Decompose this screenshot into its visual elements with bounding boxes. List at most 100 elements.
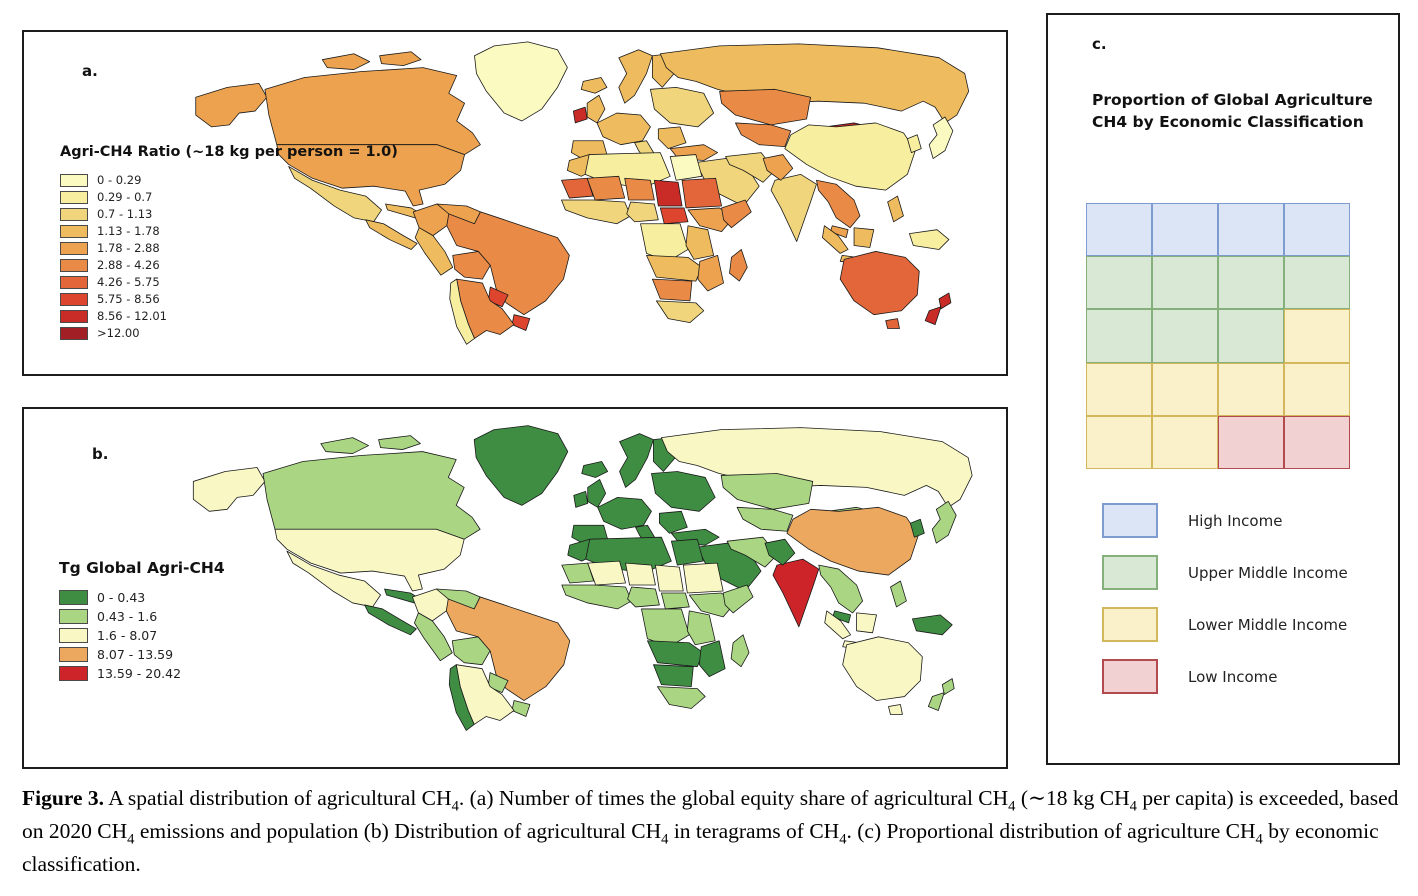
map-region-niger xyxy=(624,177,655,201)
map-region-sudan xyxy=(681,177,722,209)
grid-cell-r2c1-upper xyxy=(1086,256,1152,310)
legend-item: 4.26 - 5.75 xyxy=(60,275,398,289)
map-region-mauritania xyxy=(561,562,595,584)
map-region-pakistan xyxy=(764,538,796,566)
panel-c-economic-classification: c. Proportion of Global Agriculture CH4 … xyxy=(1046,13,1400,765)
map-region-kazakhstan xyxy=(720,473,814,510)
legend-swatch xyxy=(60,258,88,272)
map-region-egypt xyxy=(670,538,704,566)
panel-b-label: b. xyxy=(92,445,109,463)
map-region-drc xyxy=(640,223,689,262)
legend-range-label: 0.43 - 1.6 xyxy=(97,609,158,624)
map-region-new-guinea xyxy=(911,614,953,636)
map-region-east-africa xyxy=(685,225,715,260)
legend-swatch xyxy=(60,190,88,204)
legend-range-label: 5.75 - 8.56 xyxy=(97,292,160,306)
grid-cell-r4c1-lower xyxy=(1086,362,1152,416)
legend-swatch xyxy=(59,666,88,681)
map-region-iran xyxy=(726,536,778,568)
map-region-ireland xyxy=(572,106,588,124)
grid-cell-r4c2-lower xyxy=(1152,362,1218,416)
map-region-japan xyxy=(928,116,954,159)
legend-item: 13.59 - 20.42 xyxy=(59,666,225,681)
map-region-malaysia xyxy=(832,610,852,624)
legend-swatch xyxy=(60,173,88,187)
map-region-new-guinea xyxy=(908,229,950,250)
panel-c-legend: High Income Upper Middle Income Lower Midd… xyxy=(1102,503,1348,694)
map-region-usa xyxy=(274,528,465,592)
legend-range-label: 4.26 - 5.75 xyxy=(97,275,160,289)
econ-legend-label: Lower Middle Income xyxy=(1188,615,1348,634)
map-region-australia xyxy=(842,636,923,715)
map-region-iceland xyxy=(581,461,609,478)
map-region-brazil xyxy=(446,211,570,316)
map-region-chad xyxy=(655,564,684,592)
map-region-namibia-botswana xyxy=(651,278,693,302)
legend-swatch xyxy=(59,590,88,605)
econ-legend-item-lower: Lower Middle Income xyxy=(1102,607,1348,642)
legend-swatch xyxy=(60,224,88,238)
grid-cell-r3c3-upper xyxy=(1218,309,1284,363)
map-region-chile xyxy=(448,664,475,731)
panel-b-legend: Tg Global Agri-CH4 0 - 0.43 0.43 - 1.6 1.6… xyxy=(59,559,225,685)
map-region-west-europe xyxy=(597,496,652,530)
legend-swatch xyxy=(60,275,88,289)
map-region-peru xyxy=(414,612,453,662)
economic-share-waffle-grid xyxy=(1086,203,1350,469)
econ-legend-label: Low Income xyxy=(1188,667,1278,686)
map-region-pakistan xyxy=(762,154,794,181)
map-region-car xyxy=(659,207,689,225)
world-choropleth-map-b xyxy=(192,425,973,731)
legend-range-label: 1.6 - 8.07 xyxy=(97,628,158,643)
map-region-alaska xyxy=(192,467,266,512)
map-region-malaysia xyxy=(829,225,849,238)
map-region-east-africa xyxy=(686,610,716,646)
map-region-korea xyxy=(907,134,922,153)
panel-c-title: Proportion of Global Agriculture CH4 by … xyxy=(1092,89,1373,134)
map-region-mauritania xyxy=(561,177,594,199)
legend-range-label: 0.29 - 0.7 xyxy=(97,190,153,204)
grid-cell-r5c4-low xyxy=(1284,415,1350,469)
map-region-mali xyxy=(586,175,626,201)
grid-cell-r3c4-lower xyxy=(1284,309,1350,363)
map-region-australia xyxy=(839,251,920,329)
econ-legend-swatch xyxy=(1102,555,1158,590)
econ-legend-label: Upper Middle Income xyxy=(1188,563,1348,582)
map-region-east-europe xyxy=(650,86,715,128)
legend-swatch xyxy=(60,207,88,221)
legend-swatch xyxy=(60,326,88,340)
map-region-india xyxy=(772,558,820,628)
panel-c-title-line-1: Proportion of Global Agriculture xyxy=(1092,91,1373,109)
map-region-brazil xyxy=(445,596,571,701)
map-region-central-america xyxy=(365,219,418,250)
map-region-uk xyxy=(586,94,606,124)
legend-range-label: 13.59 - 20.42 xyxy=(97,666,182,681)
map-region-nigeria xyxy=(626,201,659,223)
grid-cell-r5c2-lower xyxy=(1152,415,1218,469)
panel-b-legend-title: Tg Global Agri-CH4 xyxy=(59,559,225,577)
legend-swatch xyxy=(60,241,88,255)
legend-swatch xyxy=(60,292,88,306)
grid-cell-r4c4-lower xyxy=(1284,362,1350,416)
map-region-paraguay xyxy=(487,286,509,308)
legend-swatch xyxy=(59,628,88,643)
world-choropleth-map-a xyxy=(195,41,970,345)
legend-item: 8.07 - 13.59 xyxy=(59,647,225,662)
legend-item: 0.7 - 1.13 xyxy=(60,207,398,221)
panel-a-label: a. xyxy=(82,62,98,80)
map-region-uruguay xyxy=(511,700,531,717)
map-region-drc xyxy=(641,608,690,648)
map-region-south-africa xyxy=(655,300,705,323)
map-region-ethiopia xyxy=(687,207,734,233)
figure-caption: Figure 3. A spatial distribution of agri… xyxy=(22,786,1399,877)
map-region-russia xyxy=(661,427,973,508)
map-region-iran xyxy=(725,152,776,183)
map-region-new-zealand xyxy=(927,678,955,711)
map-region-korea xyxy=(909,518,925,538)
map-region-central-america xyxy=(364,604,417,636)
map-region-iceland xyxy=(580,77,608,94)
map-region-uruguay xyxy=(511,314,531,331)
legend-range-label: 8.07 - 13.59 xyxy=(97,647,174,662)
panel-a-agri-ch4-ratio-map: a. Agri-CH4 Ratio (~18 kg per person = 1… xyxy=(22,30,1008,376)
